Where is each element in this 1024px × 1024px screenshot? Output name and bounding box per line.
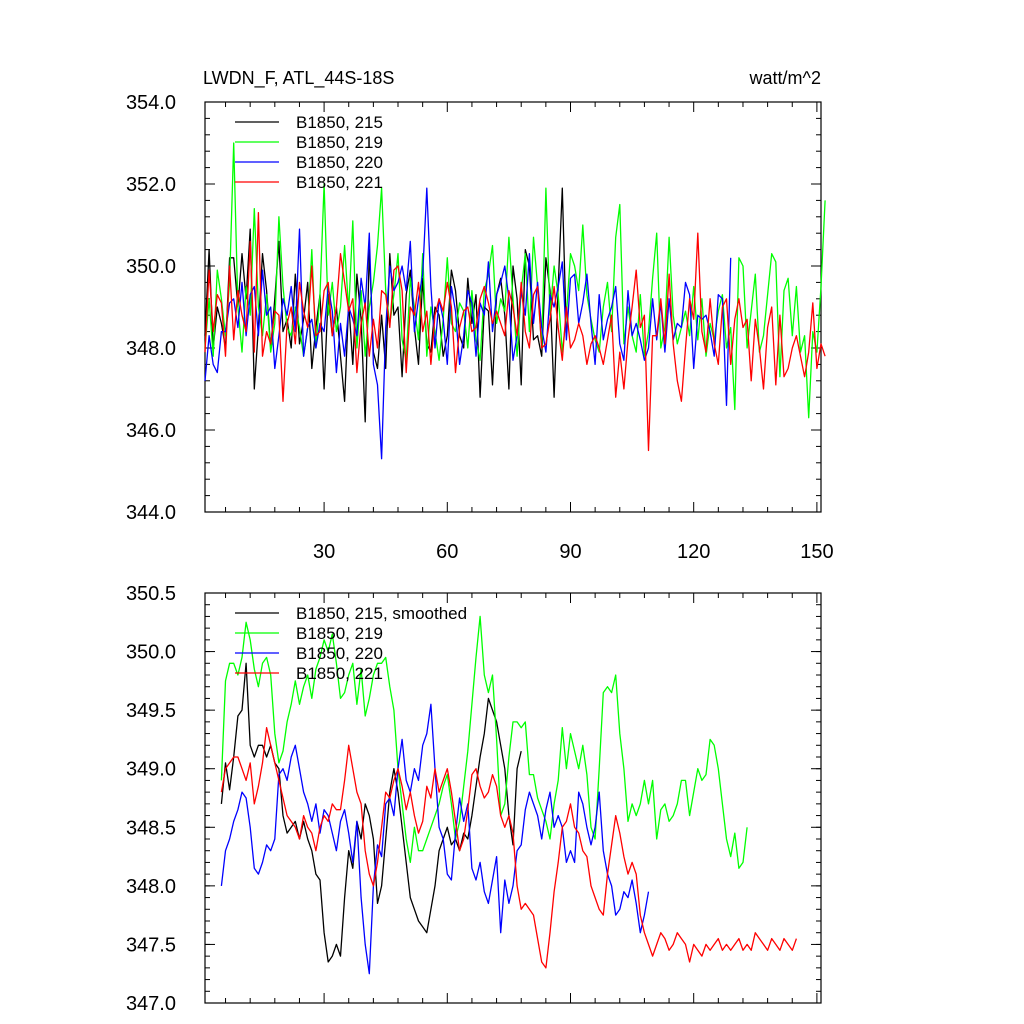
units-label: watt/m^2 (749, 68, 821, 88)
y-tick-label: 344.0 (126, 502, 176, 524)
legend-label: B1850, 215, smoothed (296, 604, 467, 623)
legend-label: B1850, 221 (296, 664, 383, 683)
legend-label: B1850, 219 (296, 624, 383, 643)
series-line (220, 615, 748, 869)
y-tick-label: 349.5 (126, 700, 176, 722)
y-tick-label: 347.0 (126, 993, 176, 1015)
y-tick-label: 349.0 (126, 759, 176, 781)
series-line (220, 703, 650, 975)
legend-label: B1850, 220 (296, 644, 383, 663)
y-tick-label: 348.5 (126, 817, 176, 839)
x-tick-label: 90 (559, 541, 581, 563)
x-tick-label: 30 (313, 541, 335, 563)
series-line (204, 187, 732, 460)
y-tick-label: 350.0 (126, 256, 176, 278)
series-line (204, 212, 826, 452)
top-panel: 30 60 90 120 150 344.0 346.0 348.0 350.0 352.0 354… (126, 92, 834, 563)
x-tick-label: 120 (677, 541, 710, 563)
y-tick-label: 352.0 (126, 174, 176, 196)
plot-frame (204, 101, 822, 513)
y-tick-label: 348.0 (126, 338, 176, 360)
legend-label: B1850, 219 (296, 133, 383, 152)
y-tick-label: 347.5 (126, 934, 176, 956)
x-tick-label: 150 (800, 541, 833, 563)
y-tick-label: 346.0 (126, 420, 176, 442)
x-tick-label: 60 (436, 541, 458, 563)
bottom-panel: 347.0 347.5 348.0 348.5 349.0 349.5 350.0 350.5… (126, 583, 822, 1015)
chart-title: LWDN_F, ATL_44S-18S (203, 68, 394, 89)
y-tick-label: 354.0 (126, 92, 176, 114)
y-tick-label: 350.0 (126, 642, 176, 664)
y-tick-label: 350.5 (126, 583, 176, 605)
legend-label: B1850, 215 (296, 113, 383, 132)
series-line (220, 727, 798, 969)
legend-label: B1850, 221 (296, 173, 383, 192)
plot-frame (204, 592, 822, 1004)
legend-label: B1850, 220 (296, 153, 383, 172)
series-line (204, 187, 568, 423)
y-tick-label: 348.0 (126, 876, 176, 898)
